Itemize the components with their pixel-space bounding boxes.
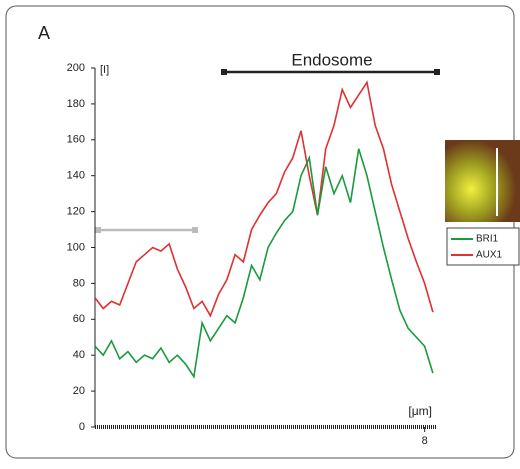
- y-tick-label: 100: [67, 241, 85, 253]
- chart: A [I] [μm] Endosome 0 20 40 60 80 100 120 140 16…: [0, 0, 520, 464]
- panel-label: A: [38, 23, 50, 43]
- micrograph: [445, 140, 520, 222]
- x-tick-label: 8: [422, 435, 428, 447]
- y-tick-label: 140: [67, 170, 85, 182]
- y-axis-label: [I]: [100, 64, 109, 76]
- y-tick-label: 20: [73, 385, 85, 397]
- y-tick-label: 180: [67, 98, 85, 110]
- y-tick-label: 200: [67, 62, 85, 74]
- legend-label: AUX1: [476, 250, 503, 261]
- y-tick-label: 60: [73, 313, 85, 325]
- legend-label: BRI1: [476, 234, 499, 245]
- y-tick-label: 0: [79, 421, 85, 433]
- y-tick-label: 160: [67, 134, 85, 146]
- y-tick-label: 40: [73, 349, 85, 361]
- y-tick-label: 80: [73, 277, 85, 289]
- y-tick-label: 120: [67, 206, 85, 218]
- x-axis-label: [μm]: [408, 404, 432, 418]
- annotation: Endosome: [291, 50, 372, 69]
